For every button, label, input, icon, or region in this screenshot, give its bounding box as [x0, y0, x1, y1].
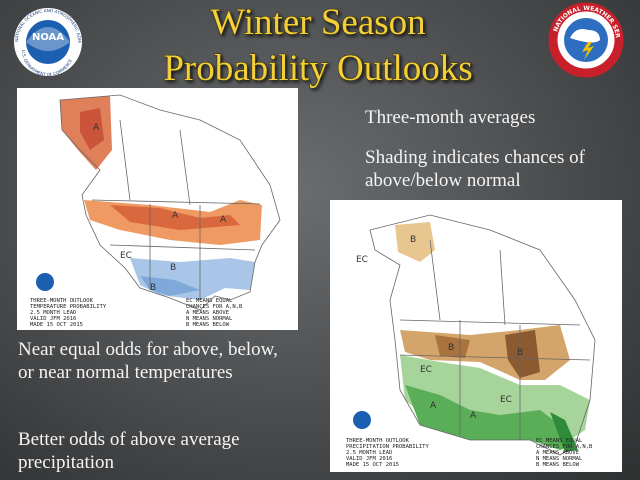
map-legend: N MEANS NORMAL — [186, 316, 233, 322]
map-label: A — [430, 401, 437, 411]
map-caption: MADE 15 OCT 2015 — [346, 462, 399, 468]
map-label: A — [93, 123, 100, 133]
map-caption: THREE-MONTH OUTLOOK — [30, 298, 94, 304]
map-legend: A MEANS ABOVE — [186, 310, 229, 316]
temperature-map: A A A EC B B THREE-MONTH OUTLOOK TEMPERA… — [17, 88, 298, 330]
map-label: EC — [120, 251, 132, 261]
map-caption: PRECIPITATION PROBABILITY — [346, 444, 429, 450]
map-label: A — [470, 411, 477, 421]
map-label: A — [172, 211, 179, 221]
map-legend: B MEANS BELOW — [536, 462, 580, 468]
noaa-logo: NOAA NATIONAL OCEANIC AND ATMOSPHERIC AD… — [0, 0, 82, 77]
map-caption: VALID JFM 2016 — [346, 456, 392, 462]
map-label: EC — [420, 365, 432, 375]
map-label: B — [170, 263, 176, 273]
map-caption: TEMPERATURE PROBABILITY — [30, 304, 107, 310]
map-caption: 2.5 MONTH LEAD — [346, 450, 392, 456]
precipitation-map: B EC B B EC A A EC THREE-MONTH OUTLOOK P… — [330, 200, 622, 472]
map-label: B — [517, 348, 523, 358]
map-legend: EC MEANS EQUAL — [536, 438, 583, 444]
map-legend: B MEANS BELOW — [186, 322, 230, 328]
map-label: EC — [356, 255, 368, 265]
map-label: B — [410, 235, 416, 245]
map-label: A — [220, 215, 227, 225]
map-caption: 2.5 MONTH LEAD — [30, 310, 76, 316]
bullet: Near equal odds for above, below, or nea… — [18, 339, 278, 383]
bullet: Better odds of above average precipitati… — [18, 429, 240, 473]
map-caption: THREE-MONTH OUTLOOK — [346, 438, 410, 444]
logo-text: NOAA — [32, 32, 64, 43]
map-caption: VALID JFM 2016 — [30, 316, 76, 322]
map-legend: A MEANS ABOVE — [536, 450, 579, 456]
title-line: Winter Season — [210, 2, 425, 43]
map-label: B — [448, 343, 454, 353]
map-legend: CHANCES FOR A,N,B — [536, 444, 593, 450]
map-label: EC — [500, 395, 512, 405]
title-line: Probability Outlooks — [163, 48, 472, 89]
map-legend: EC MEANS EQUAL — [186, 298, 233, 304]
map-legend: CHANCES FOR A,N,B — [186, 304, 243, 310]
map-legend: N MEANS NORMAL — [536, 456, 583, 462]
bullet: Shading indicates chances of above/below… — [365, 147, 586, 191]
map-caption: MADE 15 OCT 2015 — [30, 322, 83, 328]
map-label: B — [150, 283, 156, 293]
bullet: Three-month averages — [365, 107, 536, 128]
